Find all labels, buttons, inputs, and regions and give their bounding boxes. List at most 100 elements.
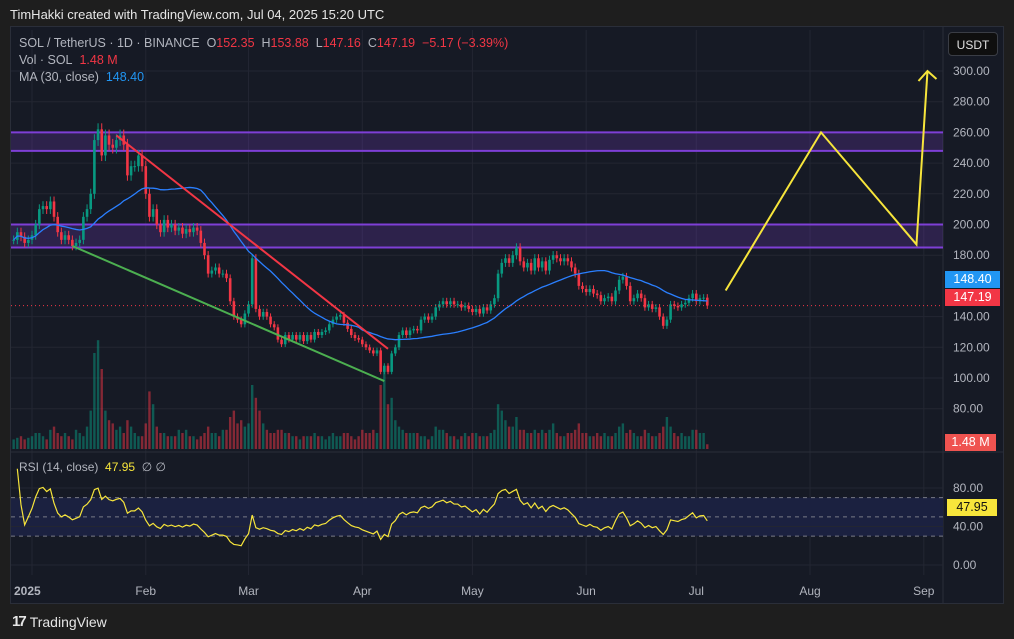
symbol-name: SOL / TetherUS · 1D · BINANCE <box>19 36 200 50</box>
volume-bar <box>603 433 606 449</box>
candle-up <box>683 302 687 305</box>
volume-bar <box>496 404 500 449</box>
candle-down <box>529 262 533 271</box>
candle-up <box>82 216 85 240</box>
volume-bar <box>309 436 313 449</box>
candle-down <box>280 339 283 345</box>
candle-up <box>78 239 82 243</box>
volume-bar <box>386 404 390 449</box>
candle-down <box>386 365 390 372</box>
candle-up <box>632 298 636 302</box>
candle-up <box>702 297 705 299</box>
candle-down <box>372 350 375 354</box>
volume-bar <box>427 439 430 449</box>
candle-up <box>335 316 338 320</box>
high-label: H <box>261 36 271 50</box>
candle-down <box>405 330 408 336</box>
candle-down <box>471 308 474 312</box>
candle-down <box>566 258 570 262</box>
volume-bar <box>654 436 658 449</box>
volume-bar <box>361 429 364 449</box>
volume-bar <box>258 410 261 449</box>
volume-bar <box>137 436 140 449</box>
candle-down <box>166 219 170 228</box>
volume-bar <box>555 433 559 449</box>
ma-label: MA (30, close) <box>19 70 99 84</box>
candle-down <box>705 297 709 306</box>
candle-down <box>188 229 192 233</box>
close-value: 147.19 <box>376 36 416 50</box>
volume-bar <box>588 436 592 449</box>
volume-bar <box>463 433 467 449</box>
volume-bar <box>269 433 272 449</box>
volume-bar <box>651 436 654 449</box>
volume-bar <box>618 426 621 449</box>
volume-bar <box>676 436 680 449</box>
volume-bar <box>460 436 463 449</box>
volume-bar <box>331 433 335 449</box>
candle-down <box>518 247 522 262</box>
candle-up <box>500 262 504 274</box>
volume-bar <box>89 410 92 449</box>
candle-down <box>181 227 184 234</box>
time-tick-label: Jul <box>689 584 704 598</box>
candle-up <box>221 273 225 275</box>
candle-up <box>449 301 452 305</box>
currency-button[interactable]: USDT <box>948 32 998 56</box>
price-axis: 300.00 280.00 260.00 240.00 220.00 200.00 180.… <box>953 64 990 416</box>
candle-down <box>485 307 489 311</box>
volume-bar <box>159 433 162 449</box>
volume-bar <box>577 423 581 449</box>
volume-bar <box>104 410 107 449</box>
volume-bar <box>232 410 236 449</box>
price-tick-label: 220.00 <box>953 187 990 201</box>
candle-down <box>239 319 243 325</box>
volume-bar <box>122 433 125 449</box>
candle-down <box>272 324 276 328</box>
rsi-legend: RSI (14, close) 47.95 ∅ ∅ <box>19 460 166 474</box>
volume-bar <box>192 436 195 449</box>
candle-up <box>192 227 195 233</box>
volume-bar <box>295 436 298 449</box>
volume-bar <box>284 433 287 449</box>
candle-up <box>548 259 551 271</box>
candle-down <box>100 129 104 156</box>
candle-up <box>614 290 617 302</box>
candle-up <box>305 335 309 342</box>
candle-up <box>74 242 78 246</box>
volume-bar <box>140 436 144 449</box>
candle-up <box>184 229 188 234</box>
volume-bar <box>287 433 291 449</box>
time-tick-label: May <box>461 584 484 598</box>
candle-up <box>474 308 478 312</box>
candle-up <box>151 209 155 217</box>
volume-bar <box>566 433 570 449</box>
volume-bar <box>93 353 96 449</box>
volume-bar <box>126 420 129 449</box>
candle-up <box>482 307 485 314</box>
candle-down <box>232 301 236 317</box>
candle-up <box>177 227 181 231</box>
candle-down <box>276 327 280 340</box>
candle-down <box>639 293 643 299</box>
volume-bar <box>401 429 404 449</box>
volume-bar <box>129 426 133 449</box>
volume-bar <box>27 437 30 449</box>
volume-bar <box>629 429 632 449</box>
volume-bar <box>188 436 192 449</box>
volume-legend: Vol · SOL 1.48 M <box>19 53 118 67</box>
volume-bar <box>346 433 349 449</box>
volume-bar <box>115 429 118 449</box>
candle-up <box>669 304 672 320</box>
candle-down <box>195 227 199 231</box>
volume-bar <box>67 436 70 449</box>
volume-bar <box>529 433 533 449</box>
volume-bar <box>471 433 474 449</box>
candle-down <box>107 135 111 145</box>
volume-bar <box>276 429 280 449</box>
candle-up <box>133 166 137 168</box>
tradingview-logo[interactable]: 17 TradingView <box>12 613 107 630</box>
volume-bar <box>551 423 555 449</box>
brand-name: TradingView <box>29 613 107 630</box>
